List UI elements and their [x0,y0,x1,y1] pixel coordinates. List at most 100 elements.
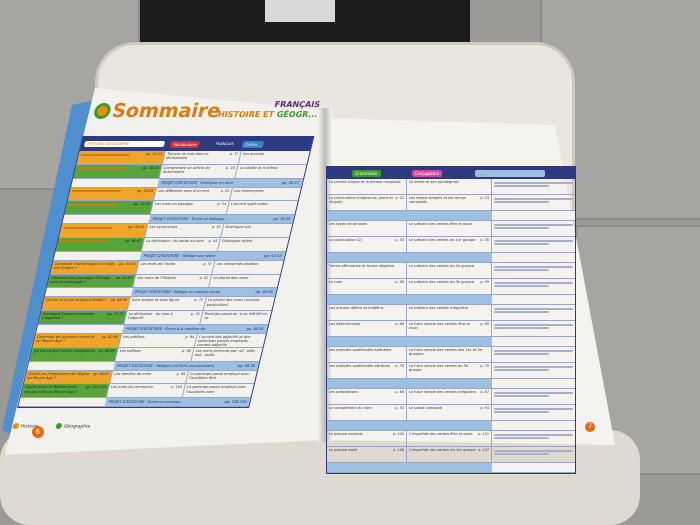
table-row: p. 86 Les prépositions p. 87 Le futur simp… [327,389,575,405]
illegible-text [494,223,573,226]
table-row: p. 100 Le groupe nominal p. 101 L'imparfai… [327,431,575,447]
table-row: pp. 18-19 p. 20 Comprendre un article de … [73,164,307,179]
table-row: pp. 32-33 p. 24 Les mots en passage L'acc… [64,201,298,216]
writing-project-band: pp. 94-95 PROJET D'ÉCRITURE · Rédiger une… [27,361,260,371]
conjugation-cell: p. 23 Les temps simples et les temps comp… [407,195,492,210]
lesson-title: Participe passé en -é ou infinitif en -e… [203,312,268,321]
history-geography-cell: pp. 60-61 Comment les paysages d'Europe s… [47,274,137,288]
contents-table-right: Grammaire Conjugaison … La phrase simple… [326,166,576,474]
writing-project-band: pp. 52-53 PROJET D'ÉCRITURE · Rédiger une… [53,251,286,261]
page-ref: p. 84 [185,334,195,339]
table-row: p. 66 Les déterminants p. 65 Le futur simp… [327,321,575,337]
table-row: Les articles définis et indéfinis Le pré… [327,305,575,321]
legend-label: Géographie [63,424,91,430]
illegible-text [77,167,127,170]
lesson-title: Qu'est-ce qu'un seigneur féodal ? [45,298,107,303]
table-row: pp. 12-13 p. 1? Trouver un mot dans le di… [76,151,310,165]
lesson-title: Le présent des verbes du 3e groupe [409,280,474,284]
illegible-text [63,226,113,229]
lesson-title: Les synonymes [149,225,178,230]
page-ref: pp. 38-39 [272,217,291,222]
writing-project: pp. 52-53 PROJET D'ÉCRITURE · Rédiger une… [139,251,286,260]
orthography-cell: Distinguer a/à [221,224,292,237]
vocabulary-cell: p. 22 Les différents sens d'un mot [153,187,234,201]
title-text: Sommaire [109,100,223,122]
lesson-title: L'imparfait des verbes du 1er groupe [409,448,476,452]
empty-cell [492,295,575,304]
lesson-title: Les adjectifs qualificatifs attributs [329,364,390,368]
writing-project: pp. 94-95 PROJET D'ÉCRITURE · Rédiger une… [113,361,260,370]
history-geography-cell: pp. 74-75 Comment l'espace européen s'org… [38,311,128,324]
table-row: pp. 28-29 p. 22 Les différents sens d'un … [67,187,302,202]
lesson-title: Le pluriel des noms (accords particulier… [206,298,260,307]
empty-cell [44,288,133,297]
page-ref: pp. 32-33 [133,202,151,207]
project-title: PROJET D'ÉCRITURE · Continuer un récit [160,180,234,185]
orthography-cell: Distinguer et/est [218,238,289,251]
page-ref: pp. 88-89 [98,348,116,353]
lesson-title: La ponctuation (2) [329,238,363,242]
illegible-text [494,353,550,355]
writing-project-band: pp. 80-81 PROJET D'ÉCRITURE · Écrire à la… [35,324,269,334]
conjugation-cell: Le futur simple des verbes des 1er et 2e… [407,347,492,362]
table-row: pp. 96-97 Quelle est l'importance de l'Ég… [23,370,258,385]
page-ref: p. 79 [480,364,489,368]
lesson-title: Le futur simple des verbes irréguliers [409,390,477,394]
table-row: Les adjectifs qualificatifs épithètes Le… [327,347,575,363]
grammar-cell: p. 78 Les adjectifs qualificatifs attribu… [327,363,407,378]
empty-cell [53,251,142,260]
lesson-title: La ponctuation (majuscule, point et virg… [329,196,393,205]
table-row: pp. 102-103 Quelle place la Méditerranée … [20,384,254,399]
conjugation-cell: p. 65 Le futur simple des verbes être et … [407,321,492,336]
history-geography-cell: pp. 54-55 Comment Charlemagne a-t-il bâti… [50,260,140,274]
table-row: pp. 60-61 Comment les paysages d'Europe s… [46,274,281,289]
vocabulary-cell: p. 74 La dérivation : du nom à l'adjectif [124,311,204,324]
writing-project: pp. 80-81 PROJET D'ÉCRITURE · Écrire à la… [122,324,269,333]
subtitle-histoire: HISTOIRE ET [216,110,276,119]
page-ref: p. 107 [478,448,489,452]
window-reflection [265,0,335,22]
writing-project: pp. 64-65 PROJET D'ÉCRITURE · Rédiger un … [130,288,277,297]
orthography-cell: Le participe passé employé avec l'auxili… [186,371,257,384]
illegible-text [494,369,550,371]
third-column-cell [492,279,575,294]
page-ref: p. 86 [395,390,404,394]
lesson-title: La phrase simple et la phrase complexe [329,180,401,184]
illegible-text [494,281,573,284]
empty-cell [27,361,116,370]
legend: Histoire Géographie [12,423,91,430]
page-ref: p. 106 [393,448,404,452]
grammar-cell: p. 34 La ponctuation (2) [327,237,407,252]
lesson-title: Le futur simple des verbes du 3e groupe [409,364,469,373]
third-column-cell [492,321,575,336]
orthography-cell: Les accents [239,151,310,164]
illegible-text [494,437,550,439]
conjugation-cell: p. 107 L'imparfait des verbes du 1er grou… [407,447,492,462]
lesson-title: La dérivation : du nom à l'adjectif [127,312,174,321]
empty-cell [492,421,575,430]
grammar-cell: p. 86 Les prépositions [327,389,407,404]
illegible-text [494,327,550,329]
conjugation-cell: p. 59 Le présent des verbes du 3e groupe [407,279,492,294]
illegible-text [494,323,573,326]
header-histoire-geographie: HISTOIRE GÉOGRAPHIE [83,141,166,147]
empty-cell [492,211,575,220]
page-ref: pp. 74-75 [106,312,125,317]
section-band [327,295,575,305]
lesson-title: Les préfixes [122,334,146,339]
page-ref: pp. 26-27 [281,180,300,185]
illegible-text [494,449,573,452]
vocabulary-cell: p. 1? Trouver un mot dans le dictionnaire [162,151,242,164]
page-ref: pp. 54-55 [118,261,137,266]
page-ref: p. 23 [480,196,489,200]
page-ref: p. 72 [193,298,204,303]
conjugation-cell: p. 101 L'imparfait des verbes être et avo… [407,431,492,446]
writing-project-band: pp. 108-109 PROJET D'ÉCRITURE · Écrire un… [18,398,251,408]
illegible-text [494,453,550,455]
empty-cell [492,253,575,262]
page-ref: p. 22 [395,196,404,200]
page-ref: pp. 94-95 [237,363,256,368]
history-geography-cell: pp. 40-41 [59,224,149,237]
book-spine [318,108,332,442]
third-column-cell [492,363,575,378]
